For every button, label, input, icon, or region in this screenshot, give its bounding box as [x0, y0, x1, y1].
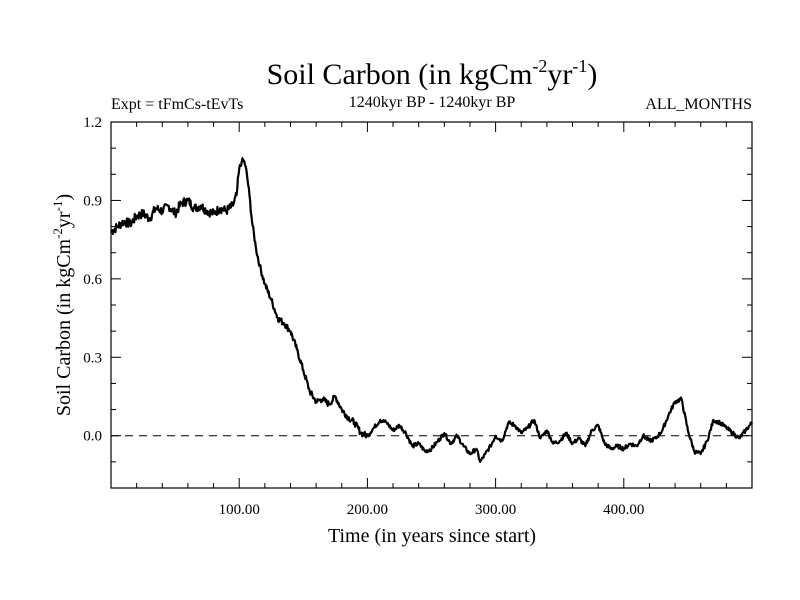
y-tick-label: 0.3 [83, 350, 102, 366]
y-tick-label: 0.9 [83, 193, 102, 209]
title-sup-1: -2 [532, 56, 547, 76]
plot-frame [110, 121, 753, 489]
title-text-end: ) [587, 58, 597, 91]
y-tick-label: 1.2 [83, 115, 102, 131]
subtitle-months: ALL_MONTHS [645, 96, 752, 113]
x-tick-label: 200.00 [347, 502, 388, 518]
x-tick-label: 100.00 [219, 502, 260, 518]
ylabel-sup-2: -1 [50, 201, 65, 212]
ylabel-text-mid: yr [53, 211, 75, 228]
y-axis-label: Soil Carbon (in kgCm-2yr-1) [50, 194, 75, 416]
chart-title: Soil Carbon (in kgCm-2yr-1) [267, 56, 598, 91]
x-tick-label: 400.00 [603, 502, 644, 518]
ylabel-text-end: ) [53, 194, 75, 201]
subtitle-period: 1240kyr BP - 1240kyr BP [349, 94, 516, 111]
x-tick-label: 300.00 [475, 502, 516, 518]
subtitle-experiment: Expt = tFmCs-tEvTs [111, 96, 243, 113]
x-axis-label: Time (in years since start) [328, 525, 536, 547]
axis-ticks: 100.00 200.00 300.00 400.00 0.0 0.3 0.6 0.9 1.2 [83, 115, 752, 518]
title-text-mid: yr [547, 58, 572, 91]
series-line-soil-carbon [110, 157, 753, 463]
ylabel-text: Soil Carbon (in kgCm [53, 238, 75, 416]
ylabel-sup-1: -2 [50, 228, 65, 239]
y-tick-label: 0.0 [83, 429, 102, 445]
title-sup-2: -1 [572, 56, 587, 76]
y-tick-label: 0.6 [83, 272, 102, 288]
title-text: Soil Carbon (in kgCm [267, 58, 533, 91]
